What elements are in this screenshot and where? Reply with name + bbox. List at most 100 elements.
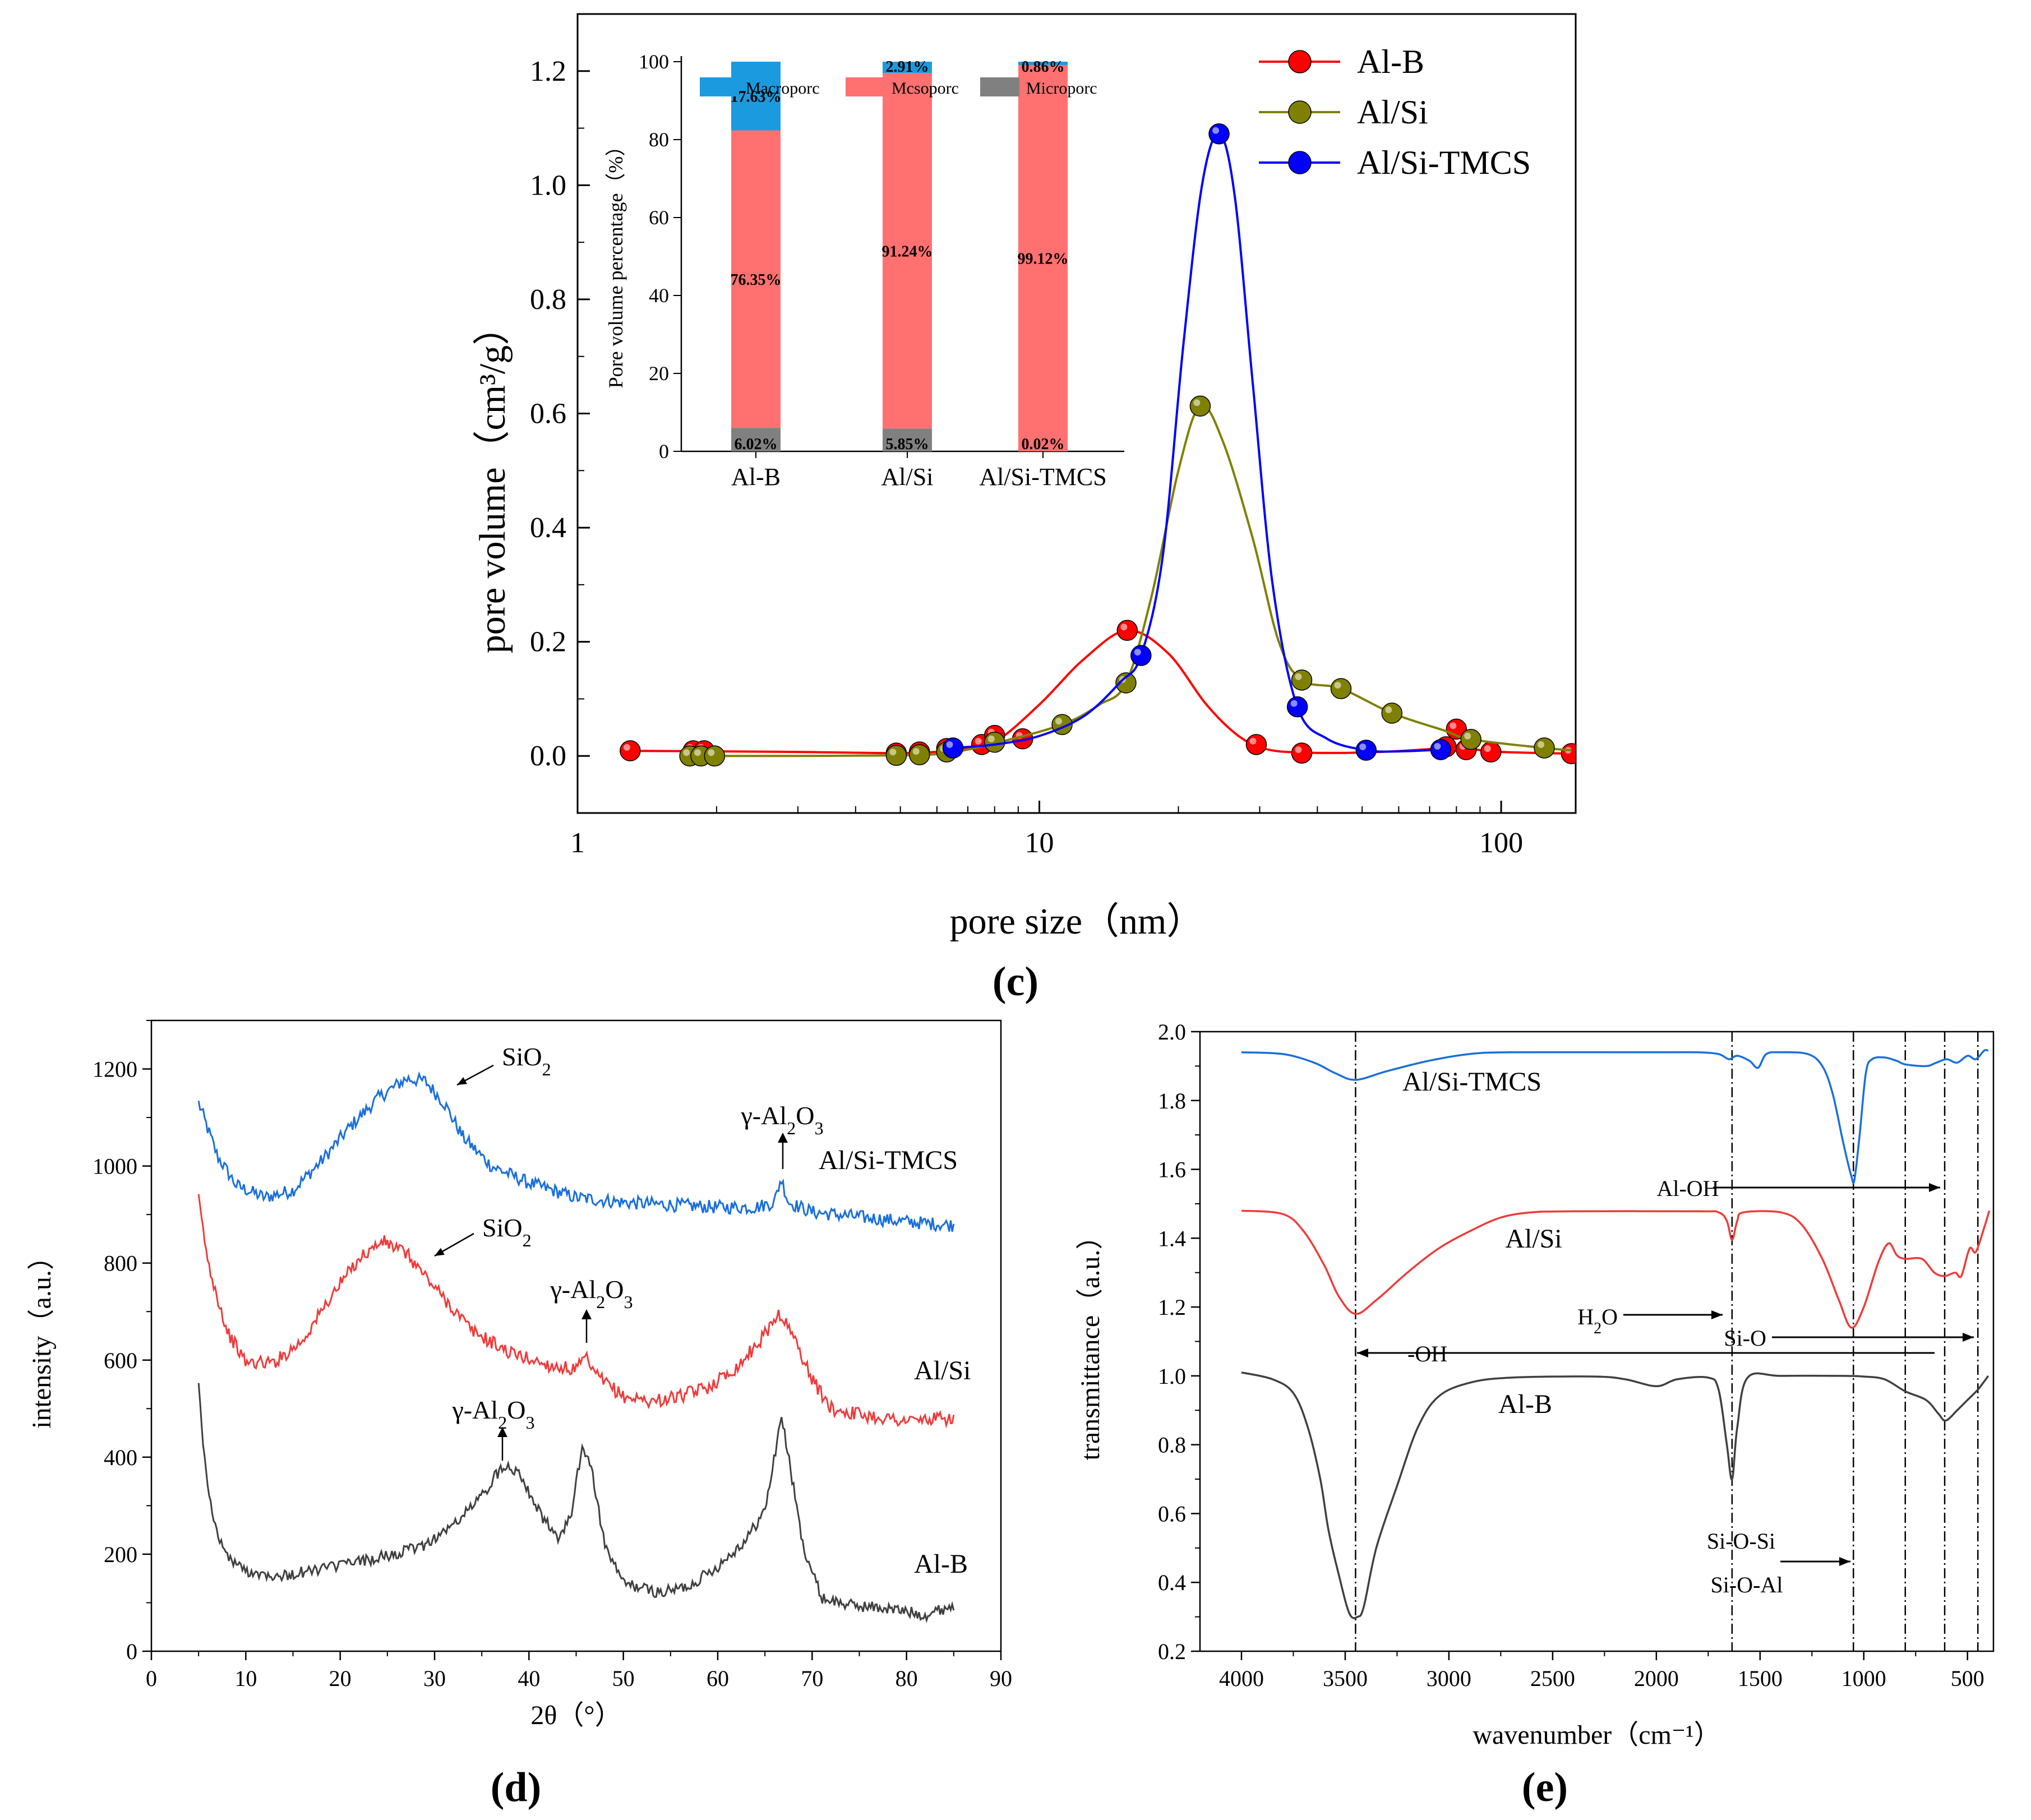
data-point-highlight: [1538, 741, 1545, 748]
annotation-text: γ-Al: [451, 1396, 498, 1424]
x-tick-label: 100: [1479, 827, 1523, 859]
inset-bar-label: 99.12%: [1018, 250, 1069, 267]
inset-legend-label: Microporc: [1026, 79, 1097, 98]
annotation-text: γ-Al: [740, 1101, 787, 1130]
x-tick-label: 60: [707, 1666, 729, 1691]
y-tick-label: 800: [104, 1251, 137, 1276]
annotation-arrowhead: [1963, 1333, 1974, 1342]
x-tick-label: 1000: [1841, 1666, 1886, 1691]
annotation-subscript: 3: [624, 1292, 633, 1312]
data-point: [1208, 123, 1230, 145]
annotation-text: γ-Al: [550, 1275, 596, 1304]
y-tick-label: 0.6: [1158, 1501, 1186, 1526]
data-point: [1430, 739, 1452, 760]
data-point-highlight: [708, 749, 715, 756]
x-tick-label: 3500: [1323, 1666, 1368, 1691]
data-point-highlight: [1249, 737, 1257, 745]
annotation-arrowhead: [1929, 1183, 1940, 1192]
data-point: [1291, 742, 1313, 764]
y-axis-title: transmittance（a.u.）: [1075, 1223, 1105, 1461]
annotation-arrowhead: [1839, 1557, 1850, 1566]
annotation-gamma-al2o3: γ-Al2O3: [740, 1101, 823, 1138]
annotation-text: O: [796, 1101, 814, 1130]
y-tick-label: 0.2: [530, 626, 566, 658]
y-tick-label: 1.2: [1158, 1295, 1186, 1320]
annotation-arrowhead: [457, 1077, 467, 1085]
inset-y-tick-label: 60: [649, 206, 669, 229]
panel-label: (e): [1522, 1764, 1568, 1810]
data-point-highlight: [1212, 127, 1220, 134]
annotation-arrowhead: [778, 1133, 788, 1143]
series-al-b: [197, 1383, 955, 1624]
panel-label: (d): [491, 1764, 541, 1810]
panel-c-pore-size-chart: 1 10 100 0.0 0.2 0.4 0.6 0.8 1.0 1.2 pore size（nm）…: [472, 13, 1577, 1005]
annotation-text: O: [507, 1396, 525, 1424]
data-point: [908, 744, 930, 765]
series-label: Al/Si-TMCS: [819, 1145, 958, 1175]
x-axis-title: wavenumber（cm⁻¹）: [1473, 1720, 1720, 1750]
data-point-highlight: [623, 744, 630, 751]
annotation-al-oh: Al-OH: [1656, 1176, 1719, 1201]
data-point: [1381, 703, 1403, 724]
x-tick-label: 20: [329, 1666, 352, 1691]
x-tick-label: 2000: [1634, 1666, 1679, 1691]
panel-c-inset-bar-chart: 0 20 40 60 80 100 Pore volume percentage（%） Al-…: [604, 50, 1124, 491]
inset-bar-segment: [731, 130, 781, 428]
data-point-highlight: [1434, 743, 1441, 750]
panel-e-ftir-chart: 4000 3500 3000 2500 2000 1500 1000 500 0.2 0.4 0.6…: [1075, 1019, 1995, 1810]
legend-marker: [1288, 100, 1312, 124]
x-tick-label: 70: [801, 1666, 823, 1691]
data-point-highlight: [1055, 718, 1063, 725]
annotation-arrowhead: [435, 1248, 445, 1256]
data-point: [704, 745, 726, 766]
annotation-arrowhead: [1711, 1310, 1723, 1319]
data-point-highlight: [946, 741, 953, 748]
inset-bar-segment: [731, 62, 781, 131]
annotation-oh: -OH: [1407, 1341, 1447, 1366]
inset-bar-label: 2.91%: [886, 58, 929, 76]
inset-y-tick-label: 0: [659, 440, 669, 463]
inset-bar-segment: [731, 428, 781, 451]
data-point: [885, 745, 907, 766]
y-axis-title: pore volume（cm³/g）: [472, 308, 513, 654]
y-tick-label: 0: [126, 1639, 137, 1664]
data-point: [1460, 728, 1481, 750]
x-tick-label: 3000: [1427, 1666, 1471, 1691]
inset-category-label: Al-B: [731, 463, 781, 491]
y-tick-label: 600: [104, 1348, 137, 1373]
annotation-arrowhead: [581, 1309, 592, 1319]
series-al-si-tmcs: [197, 1071, 955, 1233]
data-point-highlight: [912, 748, 920, 755]
y-tick-label: 1.2: [530, 56, 566, 87]
y-tick-label: 400: [104, 1445, 137, 1470]
annotation-si-o: Si-O: [1724, 1325, 1766, 1351]
data-point-highlight: [694, 749, 701, 756]
data-point-highlight: [1295, 746, 1302, 754]
data-point-highlight: [1484, 745, 1491, 752]
data-point-highlight: [987, 735, 995, 742]
annotation-text: SiO: [502, 1042, 542, 1071]
annotation-text: O: [1601, 1304, 1618, 1329]
x-tick-label: 1500: [1738, 1666, 1783, 1691]
series-label: Al-B: [914, 1549, 968, 1579]
legend-label: Al-B: [1357, 43, 1424, 80]
y-tick-label: 2.0: [1158, 1019, 1186, 1045]
inset-legend-label: Mcsoporc: [892, 79, 959, 98]
x-tick-label: 10: [1025, 827, 1054, 859]
x-tick-label: 40: [518, 1666, 540, 1691]
data-point: [984, 732, 1005, 753]
legend-marker: [1288, 50, 1312, 73]
inset-bar-segment: [1018, 62, 1068, 65]
series-al-si: [1241, 1209, 1991, 1329]
y-tick-label: 0.4: [530, 512, 566, 544]
legend-marker: [1288, 151, 1312, 174]
data-point: [1561, 743, 1576, 764]
annotation-arrowhead: [497, 1427, 507, 1437]
data-point: [1130, 645, 1152, 666]
series-al-b: [1241, 1371, 1990, 1619]
y-tick-label: 0.8: [1158, 1433, 1186, 1458]
annotation-subscript: 2: [498, 1412, 507, 1433]
x-tick-label: 30: [423, 1666, 446, 1691]
annotation-text: H: [1577, 1304, 1594, 1329]
data-point-highlight: [1385, 706, 1392, 713]
